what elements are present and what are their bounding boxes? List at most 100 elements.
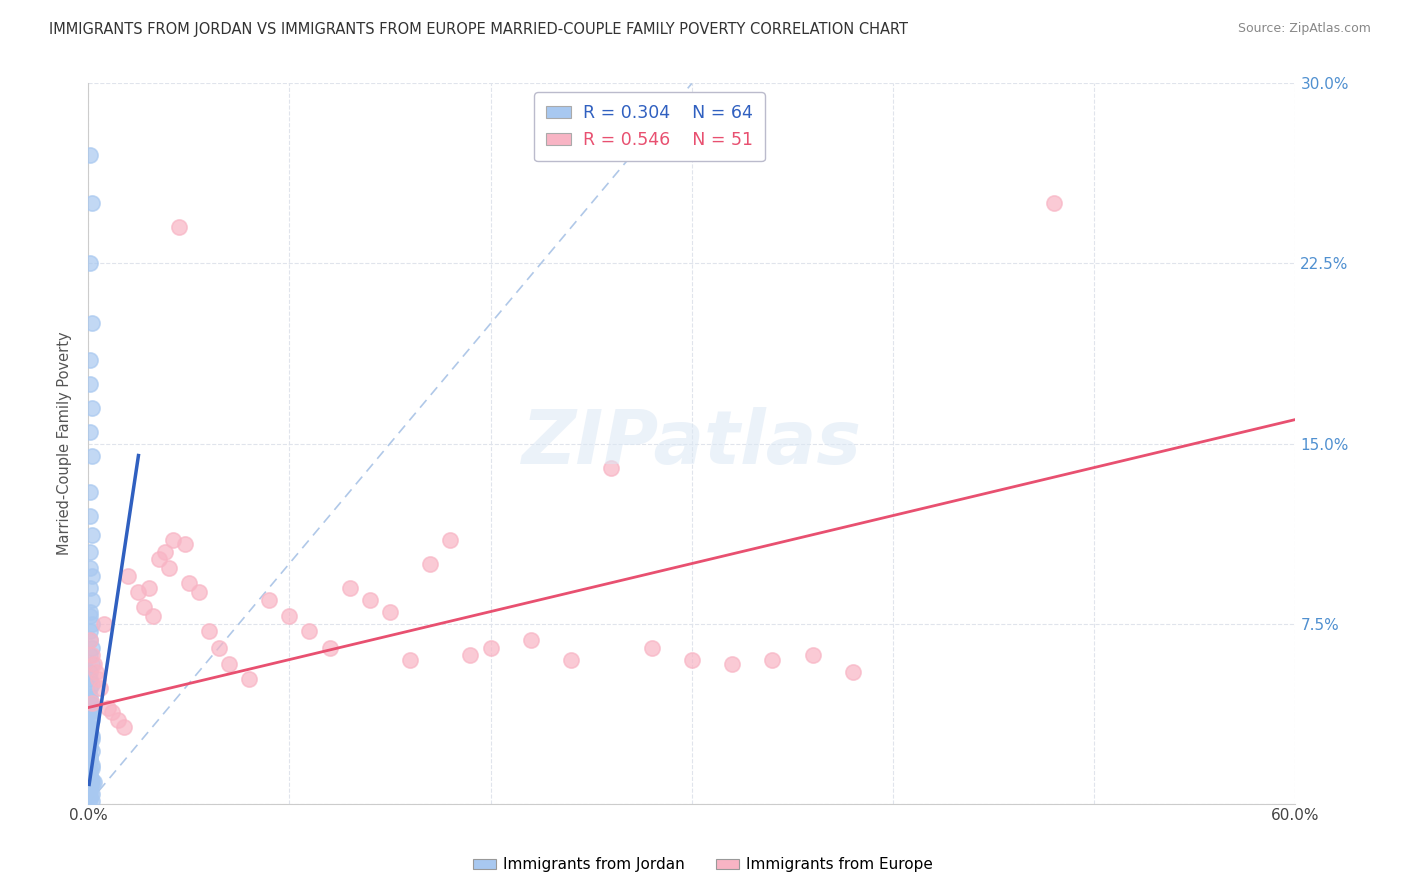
Point — [87, 672, 110, 686]
Point — [681, 652, 703, 666]
Point — [107, 713, 129, 727]
Point — [378, 605, 401, 619]
Point — [84, 665, 107, 679]
Point — [79, 581, 101, 595]
Point — [82, 761, 104, 775]
Point — [79, 789, 101, 804]
Point — [761, 652, 783, 666]
Point — [83, 775, 105, 789]
Point — [82, 648, 104, 662]
Point — [218, 657, 240, 672]
Point — [79, 784, 101, 798]
Point — [79, 352, 101, 367]
Point — [153, 544, 176, 558]
Point — [82, 744, 104, 758]
Point — [79, 633, 101, 648]
Point — [79, 751, 101, 765]
Point — [82, 527, 104, 541]
Point — [79, 561, 101, 575]
Point — [198, 624, 221, 638]
Point — [82, 696, 104, 710]
Text: ZIPatlas: ZIPatlas — [522, 407, 862, 480]
Point — [97, 700, 120, 714]
Point — [89, 681, 111, 696]
Point — [79, 763, 101, 777]
Point — [82, 401, 104, 415]
Point — [79, 672, 101, 686]
Point — [339, 581, 361, 595]
Point — [208, 640, 231, 655]
Point — [82, 730, 104, 744]
Point — [101, 706, 124, 720]
Point — [318, 640, 340, 655]
Point — [278, 609, 301, 624]
Point — [460, 648, 482, 662]
Point — [560, 652, 582, 666]
Point — [141, 609, 163, 624]
Point — [79, 665, 101, 679]
Point — [79, 605, 101, 619]
Point — [162, 533, 184, 547]
Point — [79, 724, 101, 739]
Point — [79, 720, 101, 734]
Point — [721, 657, 744, 672]
Point — [82, 777, 104, 791]
Point — [157, 561, 180, 575]
Legend: R = 0.304    N = 64, R = 0.546    N = 51: R = 0.304 N = 64, R = 0.546 N = 51 — [534, 92, 765, 161]
Point — [79, 544, 101, 558]
Point — [127, 585, 149, 599]
Point — [419, 557, 441, 571]
Point — [79, 770, 101, 784]
Point — [82, 703, 104, 717]
Point — [138, 581, 160, 595]
Point — [79, 689, 101, 703]
Point — [1043, 196, 1066, 211]
Point — [238, 672, 260, 686]
Point — [112, 720, 135, 734]
Point — [79, 648, 101, 662]
Point — [82, 772, 104, 787]
Point — [82, 616, 104, 631]
Point — [439, 533, 461, 547]
Point — [79, 792, 101, 806]
Point — [82, 794, 104, 808]
Point — [148, 551, 170, 566]
Point — [257, 592, 280, 607]
Point — [801, 648, 824, 662]
Point — [79, 739, 101, 753]
Point — [79, 609, 101, 624]
Point — [79, 148, 101, 162]
Point — [600, 460, 623, 475]
Point — [79, 508, 101, 523]
Point — [359, 592, 381, 607]
Point — [82, 568, 104, 582]
Point — [79, 780, 101, 794]
Point — [82, 592, 104, 607]
Point — [82, 657, 104, 672]
Point — [79, 376, 101, 391]
Point — [79, 693, 101, 707]
Point — [177, 575, 200, 590]
Point — [82, 640, 104, 655]
Point — [640, 640, 662, 655]
Point — [82, 787, 104, 801]
Point — [79, 748, 101, 763]
Point — [79, 484, 101, 499]
Point — [79, 633, 101, 648]
Point — [79, 256, 101, 270]
Point — [79, 782, 101, 797]
Point — [79, 741, 101, 756]
Point — [134, 599, 156, 614]
Point — [79, 734, 101, 748]
Point — [298, 624, 321, 638]
Point — [82, 449, 104, 463]
Point — [82, 676, 104, 690]
Point — [167, 220, 190, 235]
Point — [520, 633, 543, 648]
Point — [399, 652, 422, 666]
Point — [83, 657, 105, 672]
Point — [79, 722, 101, 736]
Point — [79, 713, 101, 727]
Point — [79, 681, 101, 696]
Point — [82, 317, 104, 331]
